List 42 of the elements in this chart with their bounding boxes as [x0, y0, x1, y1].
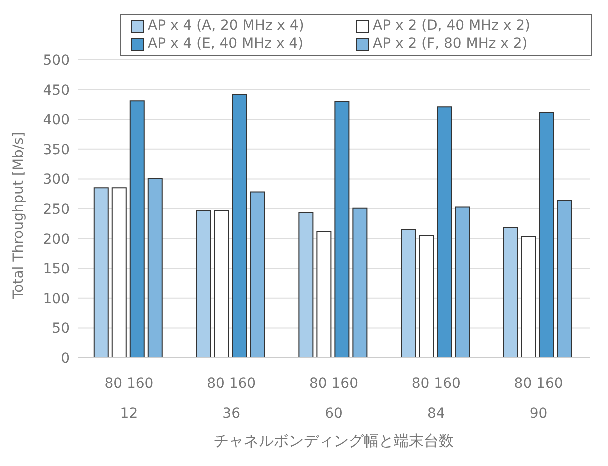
legend-label: AP x 4 (A, 20 MHz x 4): [148, 17, 304, 35]
x-tick-label: 80 160 84: [412, 376, 461, 422]
y-tick-label: 400: [43, 112, 70, 129]
bar: [94, 188, 109, 358]
bar: [196, 210, 212, 358]
bar: [316, 231, 332, 358]
y-tick-label: 50: [52, 321, 70, 338]
bar: [334, 101, 350, 358]
y-axis-title: Total Throughput [Mb/s]: [10, 132, 27, 300]
x-tick-label: 80 160 60: [310, 376, 358, 422]
bar: [250, 192, 266, 358]
x-tick-label: 80 160 36: [207, 376, 256, 422]
bar: [401, 229, 416, 358]
y-tick-label: 250: [43, 202, 70, 218]
legend-label: AP x 2 (D, 40 MHz x 2): [373, 17, 530, 35]
bar: [112, 188, 127, 358]
bar: [214, 210, 230, 358]
y-tick-label: 500: [43, 52, 70, 69]
bar: [521, 236, 536, 358]
y-tick-label: 150: [43, 262, 70, 278]
bar: [539, 112, 554, 358]
bar: [130, 100, 145, 358]
y-tick-label: 350: [43, 142, 70, 158]
x-tick-label: 80 160 12: [104, 376, 154, 422]
bar: [503, 226, 518, 358]
bar: [352, 208, 368, 358]
x-tick-label: 80 160 90: [514, 376, 564, 422]
x-axis-title: チャネルボンディング幅と端末台数: [214, 432, 454, 450]
y-tick-label: 0: [61, 350, 70, 367]
legend-label: AP x 4 (E, 40 MHz x 4): [148, 35, 304, 53]
legend-label: AP x 2 (F, 80 MHz x 2): [373, 35, 528, 53]
bar: [455, 206, 470, 358]
y-tick-label: 300: [43, 172, 70, 188]
y-tick-label: 100: [43, 291, 70, 308]
bar: [557, 200, 572, 358]
bar: [437, 106, 452, 358]
bar: [419, 235, 434, 358]
bar: [148, 178, 163, 358]
y-tick-label: 200: [43, 232, 70, 248]
bar: [298, 212, 314, 358]
bar: [232, 94, 248, 358]
y-tick-label: 450: [43, 82, 70, 99]
